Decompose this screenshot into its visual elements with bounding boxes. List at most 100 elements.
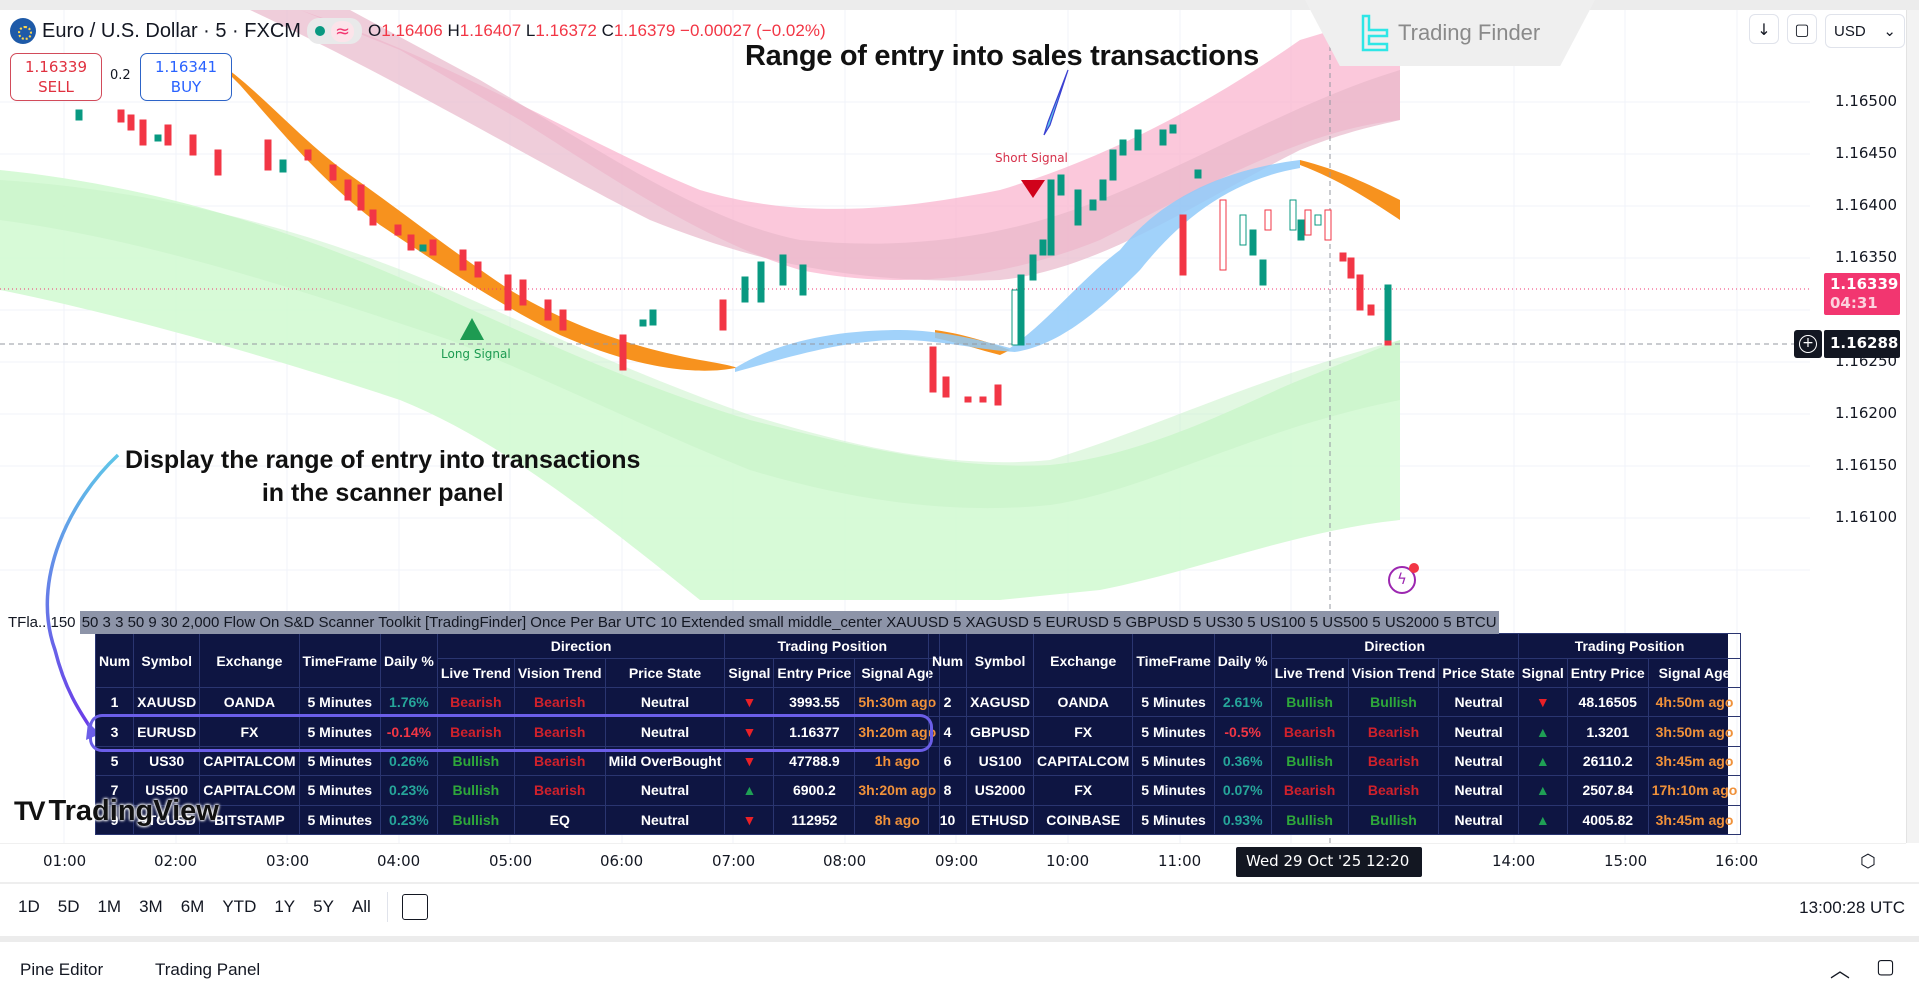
price-tick: 1.16450 [1835, 144, 1898, 162]
indicator-settings-line[interactable]: TFla.. 150 50 3 3 50 9 30 2,000 Flow On … [8, 611, 1499, 634]
cell-vision: Bearish [513, 775, 606, 806]
price-axis[interactable]: 1.16500 1.16450 1.16400 1.16350 1.16300 … [1810, 10, 1906, 843]
range-all[interactable]: All [351, 897, 371, 916]
sell-button[interactable]: 1.16339 SELL [10, 53, 102, 101]
scroll-down-button[interactable]: ↓ [1749, 14, 1779, 44]
range-6m[interactable]: 6M [180, 897, 205, 916]
range-ytd[interactable]: YTD [222, 897, 257, 916]
scanner-row: 8 US2000 FX 5 Minutes 0.07% Bearish Bearish Neu… [927, 775, 1742, 806]
spread-value: 0.2 [110, 68, 131, 83]
range-3m[interactable]: 3M [139, 897, 163, 916]
price-tick: 1.16150 [1835, 456, 1898, 474]
divider [386, 892, 388, 922]
close-value: 1.16379 [613, 21, 676, 40]
cell-entry: 26110.2 [1566, 745, 1649, 777]
cell-live: Bullish [436, 804, 515, 836]
scanner-row: 6 US100 CAPITALCOM 5 Minutes 0.36% Bullish Bea… [927, 745, 1742, 777]
chevron-up-icon[interactable]: ︿ [1830, 958, 1850, 982]
range-1m[interactable]: 1M [97, 897, 122, 916]
tradingview-logo[interactable]: TV TradingView [14, 795, 219, 828]
cell-symbol: US100 [966, 745, 1035, 777]
tab-trading-panel[interactable]: Trading Panel [155, 960, 261, 979]
go-to-date-calendar-icon[interactable] [401, 894, 428, 920]
cell-daily: 1.76% [380, 686, 438, 718]
cell-entry: 6900.2 [773, 775, 856, 806]
market-status-pill[interactable]: ≈ [306, 18, 363, 44]
cell-live: Bearish [1270, 775, 1349, 806]
cell-daily: 0.07% [1213, 775, 1272, 806]
cell-signal: ▲ [1517, 716, 1568, 747]
cell-symbol: US2000 [966, 775, 1035, 806]
cell-symbol: EURUSD [133, 716, 201, 747]
cell-symbol: US30 [133, 745, 201, 777]
cell-state: Neutral [604, 804, 726, 836]
group-direction: Direction [436, 633, 726, 659]
cell-entry: 48.16505 [1566, 686, 1649, 718]
time-tick: 07:00 [712, 852, 756, 870]
cell-exchange: CAPITALCOM [199, 745, 300, 777]
scanner-row: 2 XAGUSD OANDA 5 Minutes 2.61% Bullish Bullish… [927, 686, 1742, 718]
time-axis[interactable]: 01:00 02:00 03:00 04:00 05:00 06:00 07:0… [0, 843, 1906, 879]
col-price-state: Price State [1438, 658, 1519, 688]
right-scrollbar[interactable] [1906, 10, 1919, 843]
cell-tf: 5 Minutes [1132, 804, 1215, 836]
cell-signal: ▼ [724, 745, 775, 777]
bottom-panel: Pine Editor Trading Panel ︿ ▢ [0, 936, 1919, 996]
range-1y[interactable]: 1Y [274, 897, 296, 916]
cell-daily: 0.26% [380, 745, 438, 777]
cell-age: 3h:45m ago [1647, 745, 1742, 777]
cell-state: Neutral [1438, 716, 1519, 747]
cell-state: Neutral [1438, 686, 1519, 718]
low-label: L [525, 21, 536, 40]
change-value: −0.00027 (−0.02%) [680, 21, 826, 40]
maximize-panel-icon[interactable]: ▢ [1876, 954, 1895, 978]
col-entry-price: Entry Price [1566, 658, 1649, 688]
col-live-trend: Live Trend [1270, 658, 1349, 688]
col-signal: Signal [724, 658, 775, 688]
buy-button[interactable]: 1.16341 BUY [140, 53, 232, 101]
col-price-state: Price State [604, 658, 726, 688]
annotation-line-1: Display the range of entry into transact… [125, 446, 641, 474]
time-tick: 02:00 [154, 852, 198, 870]
cell-age: 5h:30m ago [854, 686, 941, 718]
range-1d[interactable]: 1D [18, 897, 40, 916]
group-trading-position: Trading Position [1517, 633, 1742, 659]
col-timeframe: TimeFrame [298, 633, 382, 688]
currency-value: USD [1834, 22, 1866, 40]
col-daily: Daily % [1213, 633, 1272, 688]
cell-exchange: OANDA [1033, 686, 1134, 718]
time-tick: 15:00 [1604, 852, 1648, 870]
symbol-title[interactable]: Euro / U.S. Dollar · 5 · FXCM [42, 19, 301, 42]
col-num: Num [927, 633, 968, 688]
col-num: Num [94, 633, 135, 688]
cell-age: 17h:10m ago [1647, 775, 1742, 806]
chart-settings-icon[interactable]: ⬡ [1860, 851, 1876, 872]
cell-num: 1 [94, 686, 135, 718]
close-label: C [601, 21, 614, 40]
fullscreen-button[interactable]: ▢ [1787, 14, 1817, 44]
cell-entry: 1.16377 [773, 716, 856, 747]
tab-pine-editor[interactable]: Pine Editor [20, 960, 104, 979]
utc-clock[interactable]: 13:00:28 UTC [1799, 898, 1905, 917]
cell-daily: 0.93% [1213, 804, 1272, 836]
col-exchange: Exchange [199, 633, 300, 688]
cell-signal: ▼ [724, 716, 775, 747]
top-right-controls: ↓ ▢ USD ⌄ [1749, 14, 1905, 48]
col-live-trend: Live Trend [436, 658, 515, 688]
price-tick: 1.16400 [1835, 196, 1898, 214]
alert-lightning-icon[interactable]: ϟ [1388, 563, 1419, 594]
open-label: O [368, 21, 382, 40]
range-5d[interactable]: 5D [57, 897, 80, 916]
symbol-legend[interactable]: Euro / U.S. Dollar · 5 · FXCM ≈ O1.16406… [10, 18, 826, 44]
cell-num: 7 [94, 775, 135, 806]
group-trading-position: Trading Position [724, 633, 941, 659]
cell-symbol: XAGUSD [966, 686, 1035, 718]
add-alert-button[interactable]: + [1794, 330, 1822, 358]
scanner-row: 4 GBPUSD FX 5 Minutes -0.5% Bearish Bearish Neu… [927, 716, 1742, 747]
cell-num: 2 [927, 686, 968, 718]
cell-symbol: BTCUSD [133, 804, 201, 836]
cell-signal: ▲ [1517, 804, 1568, 836]
range-5y[interactable]: 5Y [313, 897, 334, 916]
cell-signal: ▼ [724, 804, 775, 836]
currency-select[interactable]: USD ⌄ [1825, 14, 1905, 48]
